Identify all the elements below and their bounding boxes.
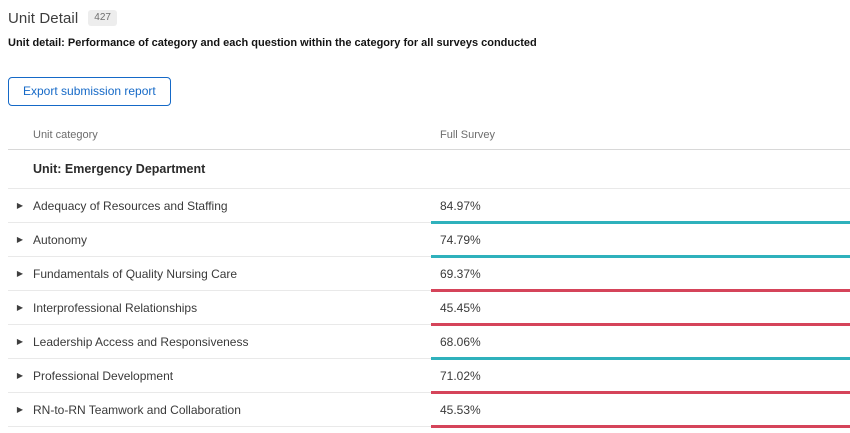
widget-header: Unit Detail 427 [8, 8, 850, 28]
expand-row-icon[interactable]: ▶ [16, 405, 24, 414]
expand-row-icon[interactable]: ▶ [16, 371, 24, 380]
category-label: Autonomy [33, 232, 88, 247]
column-header-full-survey: Full Survey [440, 128, 496, 141]
score-underline-bar [431, 391, 850, 394]
full-survey-value: 69.37% [440, 266, 481, 281]
full-survey-value: 45.45% [440, 300, 481, 315]
table-body: ▶ Adequacy of Resources and Staffing 84.… [8, 189, 850, 428]
category-label: Adequacy of Resources and Staffing [33, 198, 228, 213]
score-underline-bar [431, 221, 850, 224]
column-header-unit-category: Unit category [33, 128, 98, 141]
widget-subtitle: Unit detail: Performance of category and… [8, 37, 537, 49]
table-row: ▶ Autonomy 74.79% [8, 223, 850, 258]
table-row: ▶ Fundamentals of Quality Nursing Care 6… [8, 257, 850, 292]
score-underline-bar [431, 323, 850, 326]
export-submission-report-button[interactable]: Export submission report [8, 77, 171, 106]
expand-row-icon[interactable]: ▶ [16, 201, 24, 210]
response-count-badge: 427 [88, 10, 117, 26]
table-header-row: Unit category Full Survey [8, 120, 850, 150]
expand-row-icon[interactable]: ▶ [16, 269, 24, 278]
category-label: Professional Development [33, 368, 174, 383]
table-row: ▶ Interprofessional Relationships 45.45% [8, 291, 850, 326]
table-row: ▶ RN-to-RN Teamwork and Collaboration 45… [8, 393, 850, 428]
expand-row-icon[interactable]: ▶ [16, 337, 24, 346]
score-underline-bar [431, 289, 850, 292]
full-survey-value: 71.02% [440, 368, 481, 383]
unit-group-row: Unit: Emergency Department [8, 150, 850, 189]
full-survey-value: 84.97% [440, 198, 481, 213]
score-underline-bar [431, 357, 850, 360]
score-underline-bar [431, 425, 850, 428]
category-label: RN-to-RN Teamwork and Collaboration [33, 402, 241, 417]
category-label: Leadership Access and Responsiveness [33, 334, 249, 349]
table-row: ▶ Professional Development 71.02% [8, 359, 850, 394]
full-survey-value: 45.53% [440, 402, 481, 417]
table-row: ▶ Leadership Access and Responsiveness 6… [8, 325, 850, 360]
full-survey-value: 74.79% [440, 232, 481, 247]
unit-detail-table: Unit category Full Survey Unit: Emergenc… [8, 120, 850, 428]
table-row: ▶ Adequacy of Resources and Staffing 84.… [8, 189, 850, 224]
page-title: Unit Detail [8, 9, 79, 27]
unit-group-label: Unit: Emergency Department [33, 162, 206, 176]
score-underline-bar [431, 255, 850, 258]
expand-row-icon[interactable]: ▶ [16, 303, 24, 312]
category-label: Interprofessional Relationships [33, 300, 198, 315]
expand-row-icon[interactable]: ▶ [16, 235, 24, 244]
full-survey-value: 68.06% [440, 334, 481, 349]
category-label: Fundamentals of Quality Nursing Care [33, 266, 238, 281]
